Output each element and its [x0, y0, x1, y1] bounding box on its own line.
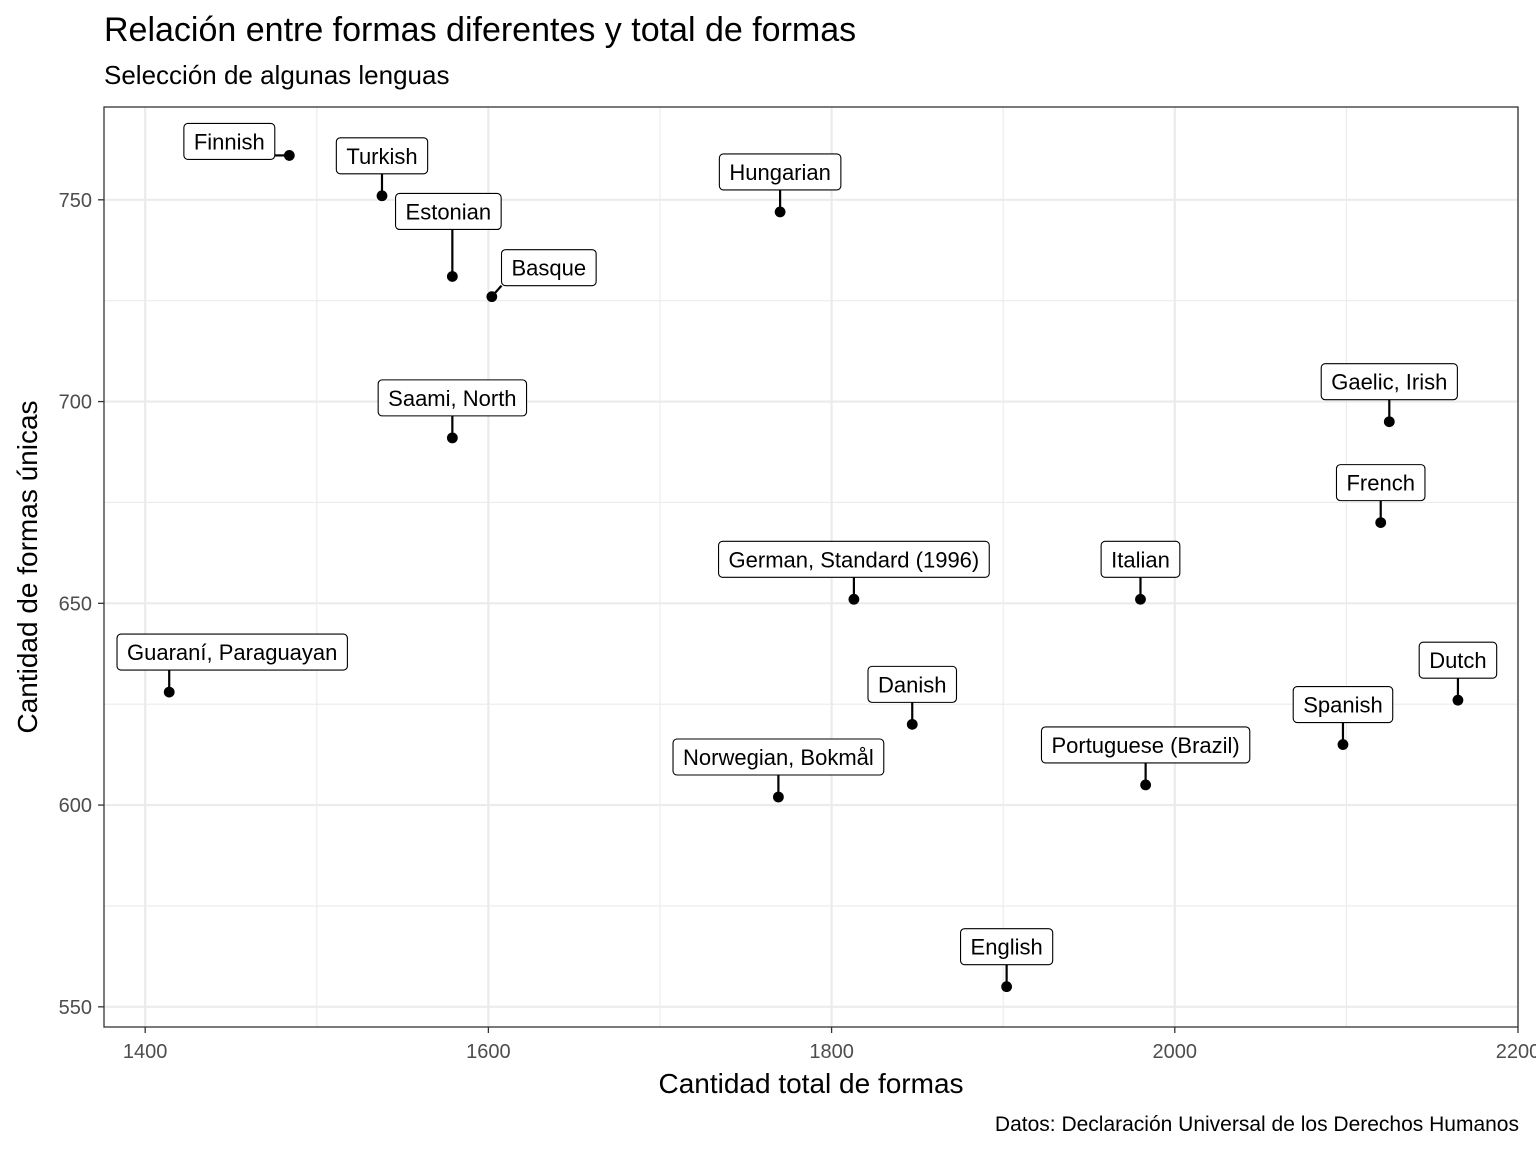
data-label: Finnish [183, 122, 276, 160]
data-label-box [717, 540, 990, 578]
data-point [1140, 779, 1152, 791]
data-label-box [959, 928, 1054, 966]
data-label-text: Danish [878, 672, 946, 697]
data-label-box [1292, 685, 1394, 724]
data-label-box [1335, 464, 1426, 502]
data-label-box [867, 665, 958, 703]
data-label-box [183, 122, 276, 160]
data-label-box [394, 192, 502, 231]
data-point [1375, 517, 1387, 529]
chart-caption: Datos: Declaración Universal de los Dere… [995, 1113, 1519, 1136]
data-label: Danish [867, 665, 958, 703]
y-axis-ticks: 550 600 650 700 750 [59, 190, 104, 1019]
data-label: Guaraní, Paraguayan [116, 633, 348, 671]
data-label-box [116, 633, 348, 671]
data-point [772, 791, 784, 803]
data-point [1383, 416, 1395, 428]
data-point [1001, 981, 1013, 993]
plot-panel-border [103, 106, 1519, 1028]
data-label: Italian [1100, 540, 1181, 578]
data-label: Norwegian, Bokmål [672, 738, 885, 776]
data-label: German, Standard (1996) [717, 540, 990, 578]
data-label-text: Norwegian, Bokmål [683, 745, 874, 770]
y-tick-label: 600 [59, 795, 92, 817]
data-label: Gaelic, Irish [1320, 363, 1458, 401]
data-point [446, 432, 458, 444]
data-point [163, 686, 175, 698]
data-label-box [377, 379, 528, 417]
data-label-text: Hungarian [729, 160, 831, 185]
data-label-text: Italian [1111, 547, 1170, 572]
y-tick-label: 700 [59, 392, 92, 414]
data-label-text: Basque [512, 256, 587, 281]
data-label-text: Spanish [1303, 693, 1383, 718]
data-point [1337, 739, 1349, 750]
data-label-text: Finnish [194, 129, 265, 154]
x-tick-label: 2200 [1496, 1041, 1536, 1063]
data-label-box [1100, 540, 1181, 578]
data-point [1135, 593, 1146, 605]
y-tick-label: 650 [59, 593, 92, 615]
data-label-box [672, 738, 885, 776]
chart-title: Relación entre formas diferentes y total… [104, 11, 856, 49]
data-label: English [959, 928, 1054, 966]
data-point [1452, 694, 1464, 706]
data-label: Basque [500, 249, 597, 287]
data-point [774, 206, 786, 218]
y-axis-title: Cantidad de formas únicas [12, 400, 43, 733]
data-label: Dutch [1418, 641, 1498, 679]
data-points [163, 150, 1464, 993]
data-label: Hungarian [718, 153, 842, 191]
x-tick-label: 1400 [123, 1041, 168, 1063]
x-axis-title: Cantidad total de formas [658, 1068, 963, 1099]
data-point [376, 190, 388, 202]
data-label: Portuguese (Brazil) [1040, 726, 1251, 764]
data-label: French [1335, 464, 1426, 502]
data-point [446, 271, 458, 282]
x-tick-label: 1800 [809, 1041, 854, 1063]
data-label-text: Saami, North [388, 386, 516, 411]
data-label-text: Dutch [1429, 648, 1486, 673]
data-point [486, 291, 498, 303]
data-label-text: Estonian [406, 199, 492, 224]
data-label-box [718, 153, 842, 191]
x-axis-ticks: 1400 1600 1800 2000 2200 [123, 1027, 1536, 1063]
data-label: Turkish [335, 137, 429, 175]
data-label-box [500, 249, 597, 287]
data-label-text: Gaelic, Irish [1331, 370, 1447, 395]
data-label-text: Turkish [346, 144, 417, 169]
data-label-text: German, Standard (1996) [729, 547, 980, 572]
x-tick-label: 1600 [466, 1041, 511, 1063]
data-label: Saami, North [377, 379, 528, 417]
data-labels: Finnish Turkish Estonian Basque Hungarian Saa… [116, 122, 1498, 966]
data-label-box [1320, 363, 1458, 401]
chart-subtitle: Selección de algunas lenguas [104, 60, 449, 90]
data-point [848, 593, 860, 605]
data-label-text: Portuguese (Brazil) [1051, 733, 1239, 758]
data-point [906, 718, 918, 730]
data-label: Estonian [394, 192, 502, 231]
data-label-box [1040, 726, 1251, 764]
data-label-box [1418, 641, 1498, 679]
data-label-text: English [971, 935, 1043, 960]
data-label: Spanish [1292, 685, 1394, 724]
data-label-text: French [1346, 471, 1414, 496]
y-tick-label: 550 [59, 997, 92, 1019]
y-tick-label: 750 [59, 190, 92, 212]
data-point [283, 150, 295, 161]
data-label-box [335, 137, 429, 175]
x-tick-label: 2000 [1153, 1041, 1198, 1063]
data-label-text: Guaraní, Paraguayan [127, 640, 337, 665]
